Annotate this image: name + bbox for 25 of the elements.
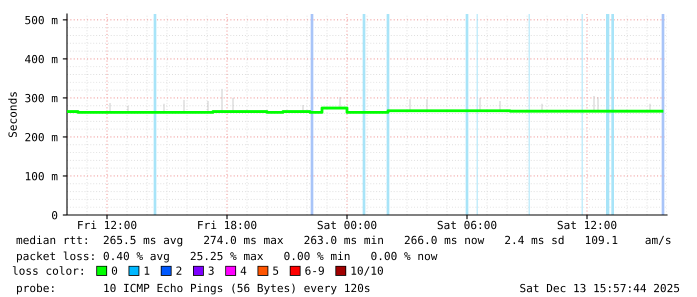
legend-label: 4: [240, 266, 246, 275]
x-tick-label: Fri 12:00: [78, 220, 136, 230]
y-tick-label: 0: [52, 211, 58, 220]
y-tick-label: 100 m: [26, 172, 58, 180]
legend-label: 0: [112, 266, 118, 275]
legend-label: 3: [208, 266, 214, 275]
legend-label: 10/10: [352, 266, 383, 276]
legend-label: 2: [176, 266, 182, 275]
y-tick-label: 500 m: [25, 16, 58, 24]
legend-label: 6-9: [305, 266, 324, 275]
text: median rtt: 265.5 ms avg 274.0 ms max 263.0 ms min 266.0 ms now 2.4 ms sd 109.1 am/s: [16, 236, 670, 246]
text: Sat Dec 13 15:57:44 2025: [520, 284, 680, 292]
text: probe: 10 ICMP Echo Pings (56 Bytes) every 120s: [17, 284, 370, 294]
x-tick-label: Sat 00:00: [318, 220, 376, 230]
legend-title: loss color:: [12, 266, 83, 275]
x-tick-label: Sat 06:00: [438, 220, 496, 230]
x-tick-label: Sat 12:00: [558, 220, 616, 230]
legend-label: 5: [273, 266, 278, 275]
x-tick-label: Fri 18:00: [198, 220, 256, 230]
legend-label: 1: [144, 266, 150, 275]
y-tick-label: 300 m: [25, 94, 58, 102]
y-axis-title: Seconds: [8, 92, 17, 138]
text: packet loss: 0.40 % avg 25.25 % max 0.00 % min 0.00 % now: [17, 252, 438, 262]
y-tick-label: 200 m: [25, 132, 58, 142]
y-tick-label: 400 m: [25, 54, 58, 64]
